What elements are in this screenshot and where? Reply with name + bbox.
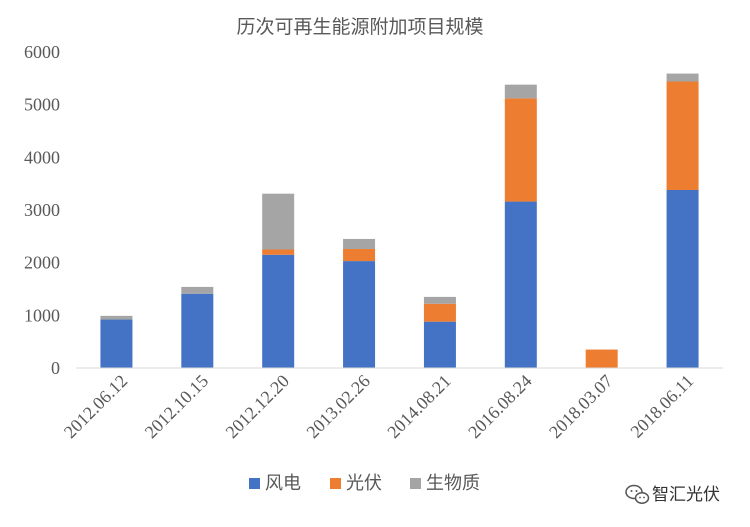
wechat-icon [625, 484, 650, 504]
y-tick-label: 3000 [24, 200, 60, 220]
bars [100, 73, 699, 368]
bar-segment [181, 286, 214, 294]
y-tick-label: 1000 [24, 305, 60, 325]
bar-segment [100, 319, 133, 368]
legend-swatch [330, 478, 341, 489]
y-tick-label: 5000 [24, 95, 60, 115]
y-axis: 0 1000 2000 3000 4000 5000 6000 [24, 42, 60, 378]
x-tick-label: 2018.03.07 [545, 371, 616, 442]
y-tick-label: 4000 [24, 147, 60, 167]
x-tick-label: 2018.06.11 [626, 371, 697, 442]
bar-segment [262, 249, 295, 255]
bar-segment [666, 189, 699, 368]
legend: 风电 光伏 生物质 [249, 473, 480, 494]
chart-title: 历次可再生能源附加项目规模 [236, 16, 483, 38]
bar-segment [181, 293, 214, 368]
bar-segment [262, 193, 295, 250]
legend-swatch [249, 478, 260, 489]
x-axis: 2012.06.12 2012.10.15 2012.12.20 2013.02.26… [60, 371, 698, 442]
y-tick-label: 0 [51, 358, 60, 378]
x-tick-label: 2016.08.24 [464, 371, 535, 442]
bar-segment [666, 73, 699, 82]
bar-segment [423, 321, 456, 368]
watermark-text: 智汇光伏 [652, 485, 720, 505]
bar-segment [423, 303, 456, 322]
bar-segment [666, 81, 699, 190]
legend-label: 光伏 [346, 473, 382, 494]
bar-segment [100, 315, 133, 320]
bar-segment [343, 248, 376, 262]
watermark: 智汇光伏 [625, 484, 720, 505]
bar-segment [504, 84, 537, 99]
y-tick-label: 2000 [24, 253, 60, 273]
legend-label: 生物质 [426, 473, 480, 494]
x-tick-label: 2012.10.15 [141, 371, 212, 442]
x-tick-label: 2012.06.12 [60, 371, 131, 442]
y-tick-label: 6000 [24, 42, 60, 62]
bar-segment [343, 261, 376, 368]
bar-segment [504, 201, 537, 368]
bar-segment [343, 238, 376, 249]
x-tick-label: 2012.12.20 [222, 371, 293, 442]
bar-segment [504, 98, 537, 202]
x-tick-label: 2013.02.26 [302, 371, 373, 442]
legend-label: 风电 [265, 473, 301, 494]
bar-segment [585, 349, 618, 368]
legend-swatch [410, 478, 421, 489]
bar-segment [423, 296, 456, 304]
bar-segment [262, 254, 295, 368]
x-tick-label: 2014.08.21 [383, 371, 454, 442]
